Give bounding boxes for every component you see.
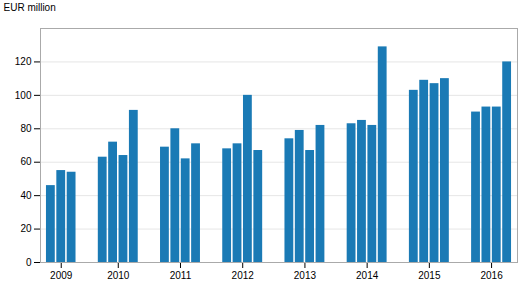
svg-text:2014: 2014 [356,270,379,281]
svg-text:2013: 2013 [294,270,317,281]
svg-text:80: 80 [20,123,32,134]
svg-text:2011: 2011 [170,270,192,281]
svg-text:EUR million: EUR million [4,2,56,13]
svg-text:2015: 2015 [418,270,441,281]
svg-text:2009: 2009 [50,270,73,281]
svg-text:2012: 2012 [232,270,255,281]
svg-text:100: 100 [15,90,32,101]
svg-text:2010: 2010 [107,270,130,281]
svg-text:60: 60 [20,156,32,167]
svg-text:40: 40 [20,190,32,201]
svg-text:2016: 2016 [480,270,503,281]
svg-text:120: 120 [15,56,32,67]
svg-text:20: 20 [20,223,32,234]
svg-text:0: 0 [26,257,32,268]
